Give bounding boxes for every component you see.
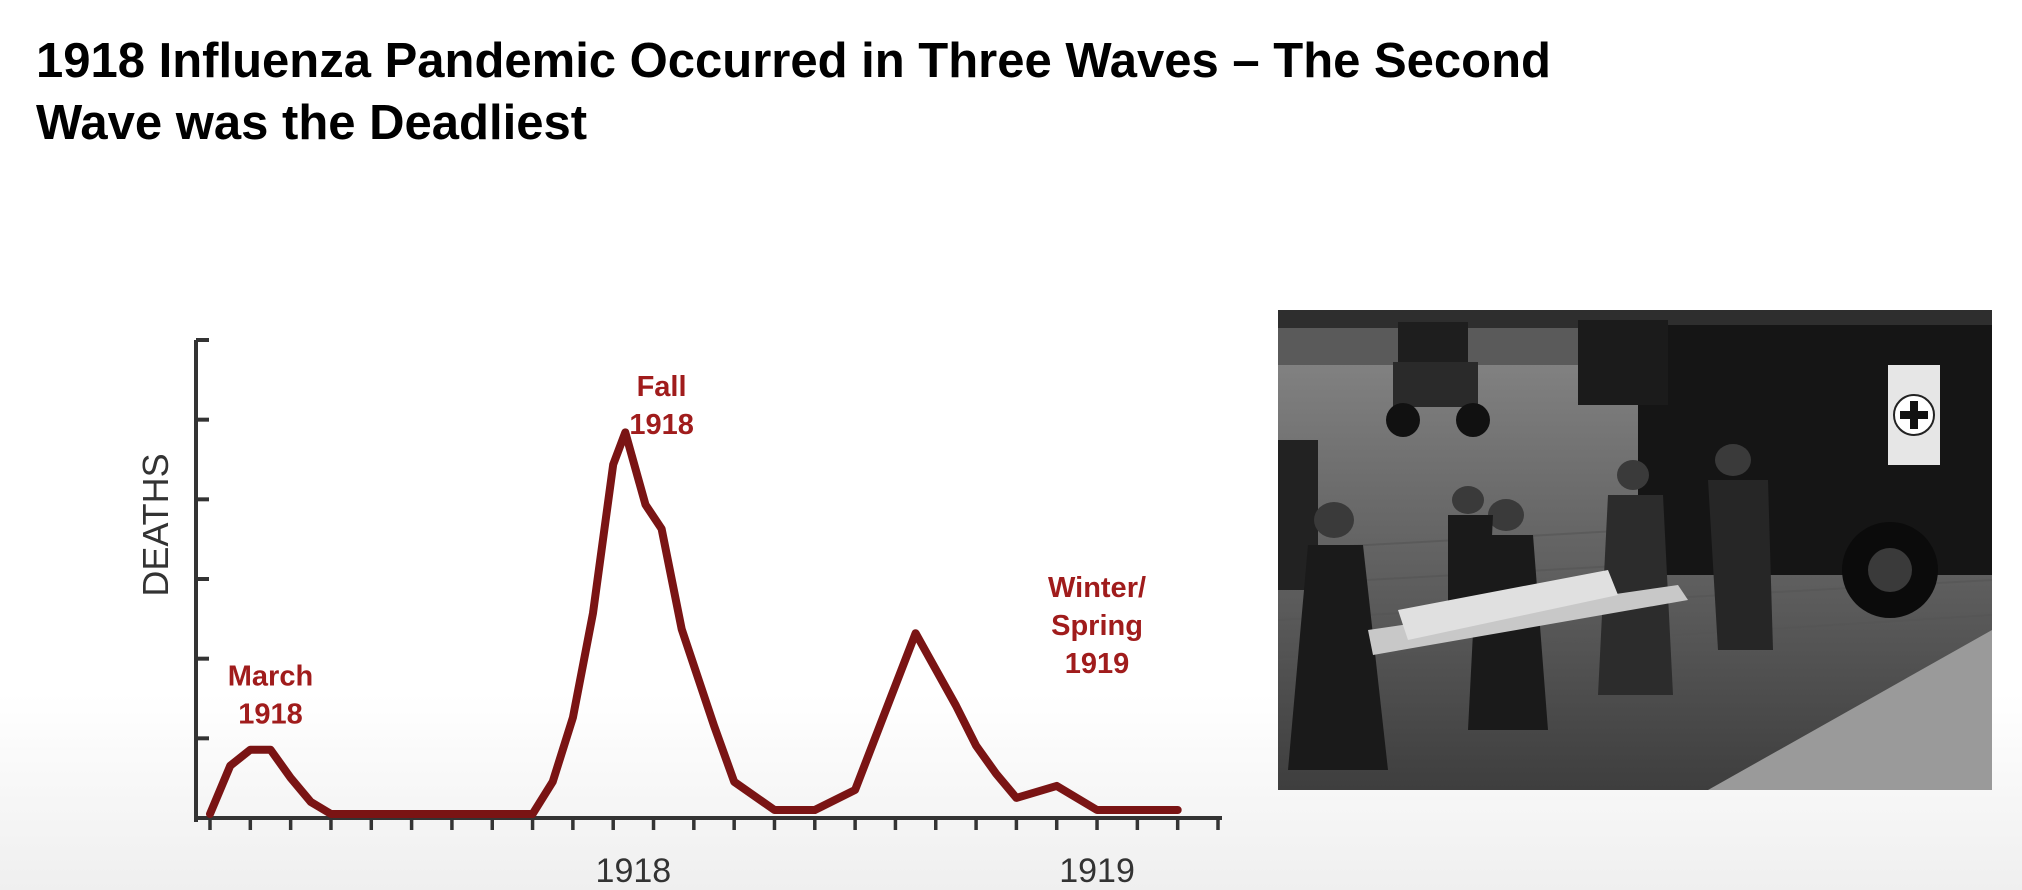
wave-annotation-label: Winter/ — [1048, 572, 1146, 604]
x-tick-label: 1919 — [1059, 852, 1135, 890]
wave-annotation-label: 1918 — [629, 409, 694, 441]
slide-title-line-2: Wave was the Deadliest — [36, 96, 588, 150]
x-tick-label: 1918 — [596, 852, 672, 890]
nurses-with-stretcher-drawing — [1278, 440, 1773, 770]
wave-annotation-label: Fall — [637, 371, 687, 403]
wave-annotation-label: Spring — [1051, 610, 1143, 642]
wave-annotation-label: 1919 — [1065, 648, 1130, 680]
red-cross-ambulance-photo — [1278, 310, 1992, 790]
wave-annotation-label: March — [228, 660, 313, 692]
distant-car-drawing — [1386, 322, 1490, 437]
y-axis-label: DEATHS — [135, 453, 176, 596]
chart-ticks — [196, 338, 1220, 830]
slide-title-line-1: 1918 Influenza Pandemic Occurred in Thre… — [36, 34, 1551, 88]
deaths-series-line — [206, 428, 1182, 818]
deaths-line-chart: March 1918 Fall 1918 Winter/Spring 1919 DEATH… — [135, 338, 1222, 890]
chart-labels: DEATHS 1918 1919 — [135, 453, 1135, 890]
ambulance-drawing — [1578, 320, 1992, 618]
slide-title: 1918 Influenza Pandemic Occurred in Thre… — [36, 30, 1736, 154]
wave-annotation-label: 1918 — [238, 698, 303, 730]
chart-annotations: March 1918 Fall 1918 Winter/Spring 1919 — [228, 371, 1146, 730]
